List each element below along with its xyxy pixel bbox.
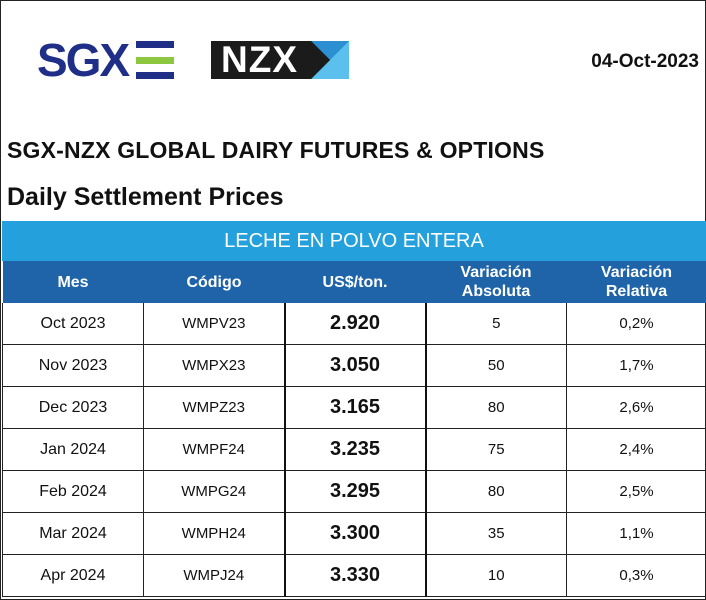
table-header-row: Mes Código US$/ton. Variación Absoluta V… [2,261,706,303]
sgx-logo-bars-icon [136,41,175,79]
table-row: Oct 2023 WMPV23 2.920 5 0,2% [2,303,706,345]
nzx-logo-text: NZX [221,41,298,79]
cell-mes: Oct 2023 [2,303,144,345]
page-subtitle: Daily Settlement Prices [7,183,284,211]
cell-var-abs: 80 [425,386,567,429]
report-date: 04-Oct-2023 [591,51,699,72]
cell-mes: Apr 2024 [2,554,144,597]
cell-codigo: WMPF24 [143,428,285,471]
cell-precio: 3.050 [283,344,427,387]
table-row: Apr 2024 WMPJ24 3.330 10 0,3% [2,554,706,597]
sgx-logo-text: SGX [37,34,130,86]
cell-mes: Dec 2023 [2,386,144,429]
cell-codigo: WMPG24 [143,470,285,513]
col-header-var-rel-line2: Relativa [605,283,668,300]
col-header-precio: US$/ton. [284,261,426,303]
cell-codigo: WMPX23 [143,344,285,387]
table-row: Dec 2023 WMPZ23 3.165 80 2,6% [2,386,706,429]
col-header-var-rel: Variación Relativa [566,261,706,303]
cell-var-rel: 0,2% [566,303,706,345]
col-header-var-abs: Variación Absoluta [425,261,567,303]
cell-var-abs: 80 [425,470,567,513]
col-header-var-abs-line2: Absoluta [461,283,531,300]
col-header-codigo: Código [143,261,285,303]
cell-precio: 3.295 [283,470,427,513]
sgx-logo: SGX [37,34,175,86]
nzx-logo: NZX [211,41,349,79]
page-title: SGX-NZX GLOBAL DAIRY FUTURES & OPTIONS [7,137,545,163]
cell-var-abs: 5 [425,303,567,345]
cell-var-rel: 2,6% [566,386,706,429]
cell-mes: Nov 2023 [2,344,144,387]
cell-var-abs: 75 [425,428,567,471]
cell-codigo: WMPJ24 [143,554,285,597]
cell-precio: 3.330 [283,554,427,597]
settlement-table: Mes Código US$/ton. Variación Absoluta V… [2,261,706,597]
cell-precio: 2.920 [283,303,427,345]
cell-var-abs: 35 [425,512,567,555]
cell-codigo: WMPH24 [143,512,285,555]
cell-precio: 3.300 [283,512,427,555]
table-row: Jan 2024 WMPF24 3.235 75 2,4% [2,428,706,471]
table-row: Feb 2024 WMPG24 3.295 80 2,5% [2,470,706,513]
product-banner: LECHE EN POLVO ENTERA [2,221,706,261]
cell-precio: 3.235 [283,428,427,471]
cell-var-rel: 1,7% [566,344,706,387]
cell-codigo: WMPZ23 [143,386,285,429]
cell-var-abs: 50 [425,344,567,387]
table-row: Nov 2023 WMPX23 3.050 50 1,7% [2,344,706,387]
cell-var-rel: 2,4% [566,428,706,471]
table-row: Mar 2024 WMPH24 3.300 35 1,1% [2,512,706,555]
col-header-mes: Mes [2,261,144,303]
cell-mes: Mar 2024 [2,512,144,555]
col-header-var-rel-line1: Variación [600,264,673,281]
cell-var-abs: 10 [425,554,567,597]
cell-var-rel: 2,5% [566,470,706,513]
col-header-var-abs-line1: Variación [460,264,532,281]
cell-codigo: WMPV23 [143,303,285,345]
nzx-logo-chevron-icon [311,41,349,79]
cell-var-rel: 0,3% [566,554,706,597]
cell-mes: Feb 2024 [2,470,144,513]
cell-mes: Jan 2024 [2,428,144,471]
cell-var-rel: 1,1% [566,512,706,555]
cell-precio: 3.165 [283,386,427,429]
